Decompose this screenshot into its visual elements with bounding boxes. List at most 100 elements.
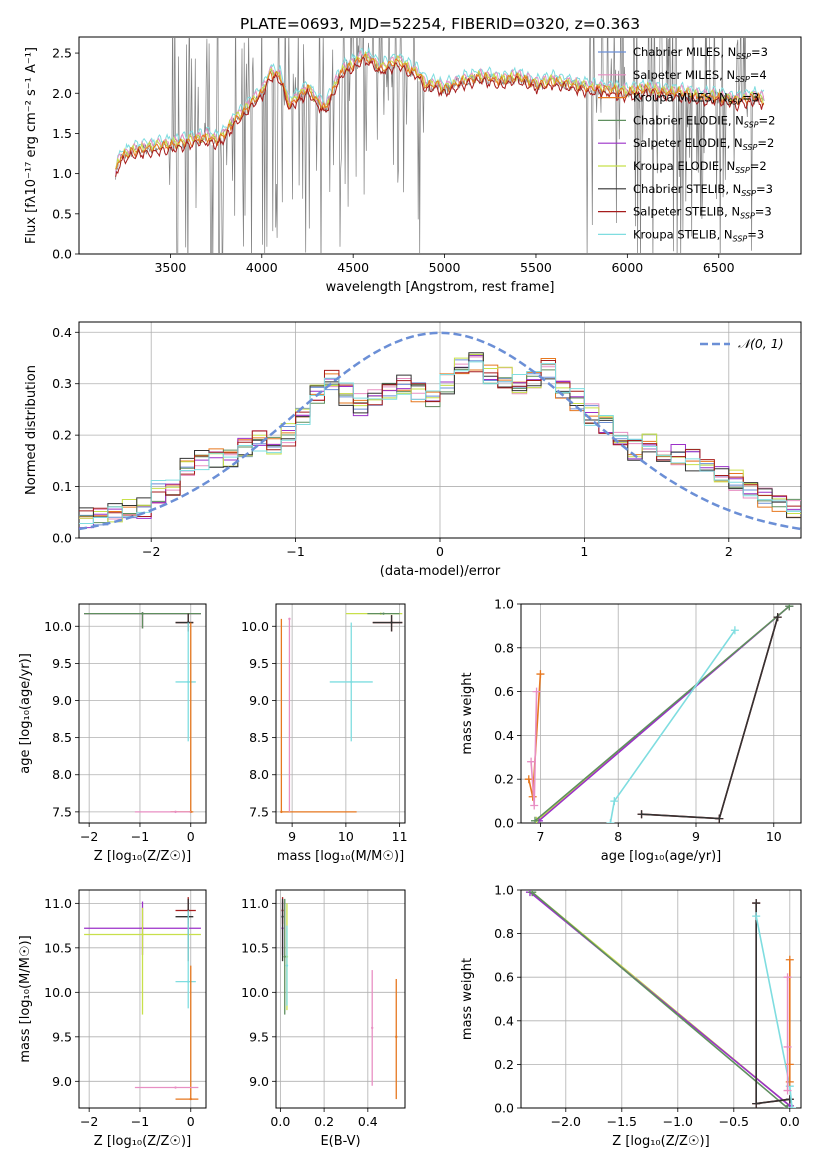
spectrum-panel: 3500 4000 4500 5000 5500 6000 6500 0.0 0.5 1.0 1.5… [24,36,802,295]
y-axis-label: mass weight [460,958,475,1040]
x-tick-label: −2 [80,829,98,844]
ebv-mass-panel: 0.0 0.2 0.4 9.0 9.5 10.0 10.5 11.0 E(B-V) [241,889,406,1149]
x-tick-label: 7 [536,829,544,844]
weight-marker [752,1099,761,1108]
y-tick-label: 10.0 [44,985,72,1000]
legend-entry: Kroupa STELIB, NSSP=3 [633,227,764,243]
weight-marker [783,1104,792,1108]
y-tick-label: 1.0 [494,883,514,898]
legend-entry: Salpeter ELODIE, NSSP=2 [633,136,774,152]
plot-area [280,612,403,814]
x-tick-label: 4500 [337,260,369,275]
x-tick-label: 0 [187,829,195,844]
y-tick-label: 0.4 [494,1013,514,1028]
model-spectrum-line [115,53,765,170]
y-tick-label: 0.2 [494,772,514,787]
data-point [189,1097,192,1101]
y-tick-label: 0.4 [494,728,514,743]
x-tick-label: −1 [286,544,304,559]
y-tick-label: 8.5 [249,730,269,745]
weight-marker [531,816,539,823]
x-tick-label: 0.4 [358,1114,378,1129]
data-point [280,810,283,814]
axes-frame [78,321,802,539]
x-tick-label: 1 [580,544,588,559]
y-tick-label: 0.1 [52,479,72,494]
x-tick-label: 0 [187,1114,195,1129]
weight-marker [536,670,545,679]
weight-marker [783,1042,792,1051]
legend-entry: Kroupa MILES, NSSP=3 [633,91,759,107]
weight-marker [610,797,619,806]
z-mass-panel: −2 −1 0 9.0 9.5 10.0 10.5 11.0 Z [log₁₀(Z/Z☉)] ma… [18,889,207,1149]
y-tick-label: 0.0 [494,1101,514,1116]
y-axis-label: Flux [fλ10⁻¹⁷ erg cm⁻² s⁻¹ A⁻¹] [24,47,39,244]
model-spectrum-line [115,56,765,177]
y-tick-label: 11.0 [241,896,269,911]
y-tick-label: 8.5 [52,730,72,745]
y-tick-label: 10.5 [44,940,72,955]
y-tick-label: 1.0 [494,597,514,612]
y-tick-label: 7.5 [52,804,72,819]
x-tick-label: 10 [766,829,782,844]
x-tick-label: 10 [338,829,354,844]
y-tick-label: 0.0 [494,816,514,831]
x-tick-label: 3500 [154,260,186,275]
weight-marker [524,775,533,784]
x-tick-label: 11 [392,829,408,844]
y-tick-label: 2.0 [52,86,72,101]
x-axis-label: age [log₁₀(age/yr)] [601,849,722,864]
x-tick-label: −1.0 [663,1114,693,1129]
weight-line [641,616,779,820]
y-tick-label: 0.6 [494,684,514,699]
normal-curve [79,331,801,531]
data-point [141,933,144,936]
x-tick-label: −2 [142,544,160,559]
axes-frame [275,603,406,824]
x-axis-label: E(B-V) [320,1134,360,1149]
weight-marker [785,604,794,611]
y-tick-label: 0.8 [494,926,514,941]
y-tick-label: 10.0 [241,985,269,1000]
data-point [371,1026,374,1030]
weight-marker [773,613,782,622]
y-tick-label: 0.2 [52,428,72,443]
data-point [174,810,177,814]
x-tick-label: −1 [131,829,149,844]
weight-marker [783,973,792,982]
x-tick-label: 0.0 [270,1114,290,1129]
y-axis-label: age [log₁₀(age/yr)] [18,653,33,774]
y-tick-label: 9.5 [249,656,269,671]
data-point [395,1035,398,1039]
weight-line [609,629,736,823]
legend-entry: Chabrier ELODIE, NSSP=2 [633,113,775,129]
weight-marker [730,626,739,635]
y-tick-label: 0.6 [494,970,514,985]
y-tick-label: 2.5 [52,46,72,61]
axes-frame [78,889,207,1109]
legend-entry: Salpeter STELIB, NSSP=3 [633,205,772,221]
x-axis-label: Z [log₁₀(Z/Z☉)] [94,849,191,864]
z-weight-panel: −2.0 −1.5 −1.0 −0.5 0.0 0.0 0.2 0.4 0.6 0.8 1.0 Z [… [460,883,802,1149]
y-tick-label: 9.0 [52,693,72,708]
histogram-step [79,361,801,524]
weight-marker [715,814,724,823]
data-point [174,1086,177,1089]
x-tick-label: −0.5 [719,1114,749,1129]
mass-age-panel: 9 10 11 7.5 8.0 8.5 9.0 9.5 10.0 mass [log₁₀(M/M☉… [241,603,408,864]
y-tick-label: 0.4 [52,325,72,340]
data-point [281,915,284,918]
weight-line [755,916,793,1108]
legend-entry: Chabrier STELIB, NSSP=3 [633,182,773,198]
x-tick-label: −1.5 [607,1114,637,1129]
weight-marker [532,687,541,696]
weight-marker [606,819,615,823]
weight-marker [788,1104,797,1108]
data-point [285,964,289,967]
y-tick-label: 9.0 [52,1074,72,1089]
weight-marker [785,955,794,964]
x-tick-label: 6500 [703,260,735,275]
plot-area [115,37,765,254]
weight-line [534,605,790,822]
